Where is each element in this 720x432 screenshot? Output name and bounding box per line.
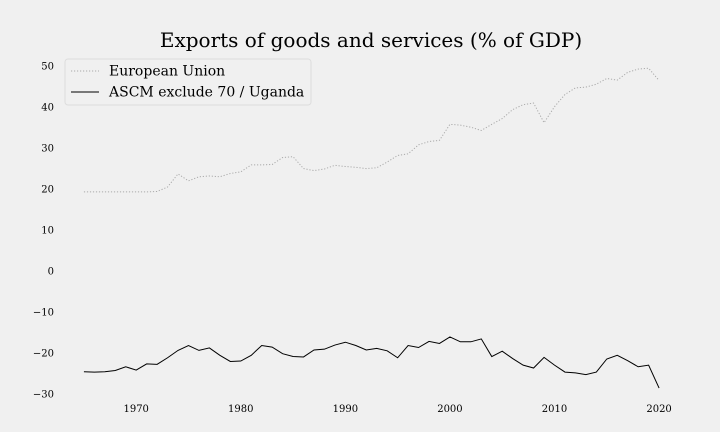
x-tick-label: 1970 (123, 404, 148, 415)
legend-label-uganda: ASCM exclude 70 / Uganda (108, 85, 304, 101)
series-line-ascm-exclude-70-uganda (83, 336, 660, 389)
y-tick-label: 50 (41, 62, 54, 73)
y-tick-label: 30 (41, 144, 54, 155)
y-tick-label: −20 (33, 348, 54, 359)
y-tick-label: −10 (33, 307, 54, 318)
plot-area (83, 67, 660, 389)
legend-box (64, 58, 312, 106)
legend: European Union ASCM exclude 70 / Uganda (64, 58, 312, 106)
x-axis-ticks: 1970 1980 1990 2000 2010 2020 (123, 404, 671, 415)
x-tick-label: 2020 (646, 404, 671, 415)
y-tick-label: 0 (48, 266, 54, 277)
legend-label-european-union: European Union (109, 64, 225, 80)
x-tick-label: 2000 (437, 404, 462, 415)
x-tick-label: 1990 (333, 404, 358, 415)
chart-title: Exports of goods and services (% of GDP) (160, 28, 582, 52)
y-tick-label: −30 (33, 389, 54, 400)
x-tick-label: 1980 (228, 404, 253, 415)
y-tick-label: 10 (41, 226, 54, 237)
y-tick-label: 40 (41, 103, 54, 114)
series-line-european-union (83, 67, 660, 193)
y-tick-label: 20 (41, 185, 54, 196)
x-tick-label: 2010 (542, 404, 567, 415)
y-axis-ticks: −30 −20 −10 0 10 20 30 40 50 (33, 62, 54, 401)
